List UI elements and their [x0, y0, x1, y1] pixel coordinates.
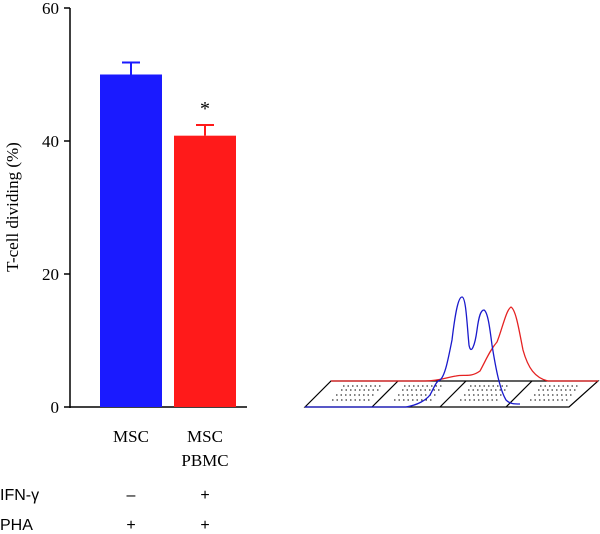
condition-table: IFN-γ – + PHA + +	[0, 487, 210, 534]
x-tick-labels: MSC MSC PBMC	[113, 427, 229, 470]
bar	[174, 135, 236, 407]
condition-label: IFN-γ	[0, 487, 39, 504]
axes: 0 20 40 60	[42, 0, 247, 417]
x-tick-label: PBMC	[181, 451, 228, 470]
condition-value: +	[126, 517, 135, 534]
histogram-curve-red	[331, 306, 598, 382]
y-tick-label: 60	[42, 0, 59, 18]
significance-marker: *	[200, 98, 210, 120]
y-tick-label: 40	[42, 132, 59, 151]
condition-value: –	[127, 487, 136, 504]
y-axis-label: T-cell dividing (%)	[3, 142, 22, 272]
y-tick-label: 20	[42, 265, 59, 284]
inset-divider	[371, 380, 399, 408]
x-tick-label: MSC	[187, 427, 223, 446]
x-tick-label: MSC	[113, 427, 149, 446]
y-tick-label: 0	[51, 398, 60, 417]
condition-label: PHA	[0, 517, 33, 534]
histogram-curve-blue	[305, 296, 521, 408]
histogram-inset	[303, 296, 600, 408]
bars: *	[100, 61, 236, 407]
bar	[100, 74, 162, 407]
condition-value: +	[200, 517, 209, 534]
inset-divider	[439, 380, 467, 408]
condition-value: +	[200, 487, 209, 504]
inset-frame	[303, 380, 600, 408]
